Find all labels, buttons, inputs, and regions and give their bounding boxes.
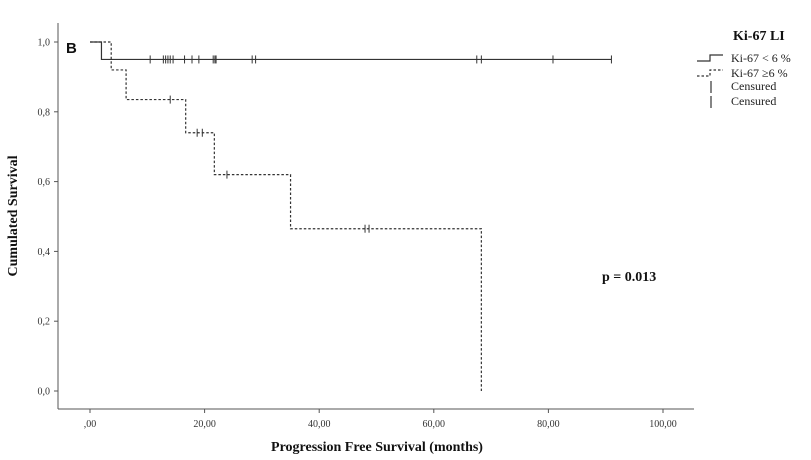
y-tick-label: 0,2 (38, 317, 51, 328)
legend-entry-censured-1: Censured (731, 79, 776, 93)
y-tick-label: 0,0 (38, 387, 51, 398)
legend-swatch-dashed (697, 69, 723, 77)
legend-swatch-solid (697, 54, 723, 62)
y-tick-label: 0,6 (38, 177, 51, 188)
x-tick-label: ,00 (84, 419, 97, 430)
legend-entry-ki67-high: Ki-67 ≥6 % (731, 66, 788, 80)
x-tick-label: 80,00 (537, 419, 560, 430)
axes (57, 23, 694, 410)
x-tick-label: 20,00 (193, 419, 216, 430)
y-tick-label: 0,4 (38, 247, 51, 258)
p-value-annotation: p = 0.013 (602, 270, 656, 285)
y-axis-title: Cumulated Survival (6, 155, 21, 276)
legend-title: Ki-67 LI (733, 29, 785, 44)
series-line-ki67-high (90, 41, 482, 391)
x-tick-label: 40,00 (308, 419, 331, 430)
series-layer (90, 41, 612, 391)
x-axis-title: Progression Free Survival (months) (271, 440, 483, 455)
legend-entry-censured-2: Censured (731, 94, 776, 108)
y-ticks: 0,0 0,2 0,4 0,6 0,8 1,0 (38, 38, 58, 398)
y-tick-label: 0,8 (38, 107, 51, 118)
x-ticks: ,00 20,00 40,00 60,00 80,00 100,00 (84, 409, 677, 430)
legend: Ki-67 LI Ki-67 < 6 % Ki-67 ≥6 % Censured… (697, 29, 791, 108)
x-tick-label: 100,00 (649, 419, 677, 430)
y-tick-label: 1,0 (38, 38, 51, 49)
legend-entry-ki67-low: Ki-67 < 6 % (731, 51, 791, 65)
x-tick-label: 60,00 (423, 419, 446, 430)
panel-label: B (66, 40, 77, 57)
